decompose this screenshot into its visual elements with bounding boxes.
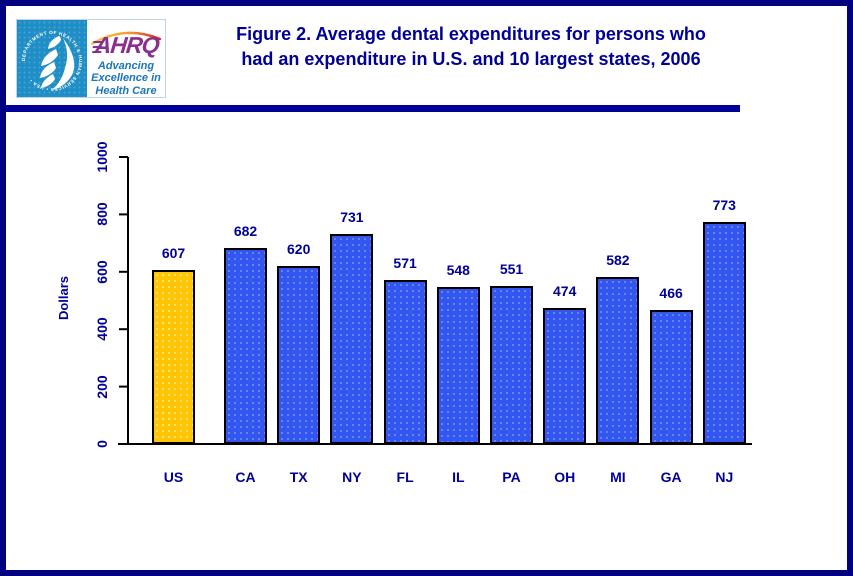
bar-il bbox=[436, 286, 480, 444]
tagline-line: Advancing bbox=[97, 59, 155, 72]
x-axis-tick-label: NY bbox=[342, 469, 362, 485]
bar-pa bbox=[490, 285, 533, 444]
tagline-line: Excellence in bbox=[91, 72, 161, 84]
bar-value-label: 582 bbox=[606, 251, 630, 268]
bar-ca bbox=[224, 248, 267, 444]
x-axis-tick-label: NJ bbox=[715, 469, 734, 485]
bar-value-label: 620 bbox=[287, 241, 311, 258]
figure-title-line-2: had an expenditure in U.S. and 10 larges… bbox=[241, 49, 701, 69]
bar-nj bbox=[702, 222, 746, 444]
bar-ga bbox=[649, 310, 693, 444]
y-axis-tick-label: 600 bbox=[94, 260, 110, 284]
bar-value-label: 551 bbox=[499, 260, 524, 277]
y-axis-tick-label: 200 bbox=[94, 374, 110, 399]
chart-axes bbox=[118, 156, 752, 445]
bar-tx bbox=[277, 266, 321, 444]
y-axis-tick-label: 0 bbox=[94, 440, 110, 448]
x-axis-tick-label: TX bbox=[289, 469, 308, 485]
bar-us bbox=[152, 269, 195, 444]
bar-oh bbox=[543, 307, 587, 444]
x-axis-tick-label: GA bbox=[660, 469, 682, 485]
bar-value-label: 731 bbox=[340, 209, 364, 226]
bar-ny bbox=[330, 234, 374, 444]
y-axis-tick-label: 800 bbox=[94, 202, 110, 227]
bar-value-label: 571 bbox=[393, 255, 417, 272]
x-axis-tick-label: CA bbox=[235, 469, 256, 485]
figure-title-line-1: Figure 2. Average dental expenditures fo… bbox=[236, 24, 706, 44]
bar-value-label: 466 bbox=[659, 285, 683, 302]
ahrq-wordmark-panel: AHRQ Advancing Excellence in Health Care bbox=[87, 20, 165, 97]
bar-value-label: 773 bbox=[712, 197, 736, 214]
tagline-line: Health Care bbox=[95, 84, 157, 97]
hhs-eagle-seal-icon: DEPARTMENT OF HEALTH & HUMAN SERVICES • … bbox=[21, 30, 82, 92]
y-axis-label: Dollars bbox=[56, 275, 71, 321]
bar-mi bbox=[596, 276, 640, 444]
x-axis-tick-label: MI bbox=[610, 469, 626, 485]
y-axis-tick-label: 400 bbox=[94, 317, 110, 341]
x-axis-tick-label: OH bbox=[554, 469, 576, 485]
x-axis-tick-label: IL bbox=[452, 469, 465, 485]
x-axis-tick-label: US bbox=[163, 469, 184, 485]
x-axis-tick-label: PA bbox=[502, 469, 521, 485]
ahrq-tagline: Advancing Excellence in Health Care bbox=[91, 60, 161, 98]
header-divider bbox=[6, 105, 740, 112]
bar-value-label: 548 bbox=[446, 261, 470, 278]
bar-value-label: 682 bbox=[233, 223, 258, 240]
eagle-glyph bbox=[40, 36, 75, 90]
bar-chart: Dollars 0 200 400 600 800 1000 607 US 682 CA 620 TX… bbox=[6, 6, 847, 570]
bar-value-label: 607 bbox=[161, 244, 186, 261]
bar-value-label: 474 bbox=[553, 282, 577, 299]
x-axis-tick-label: FL bbox=[396, 469, 414, 485]
ahrq-hhs-logo: DEPARTMENT OF HEALTH & HUMAN SERVICES • … bbox=[16, 19, 166, 98]
bar-fl bbox=[383, 280, 427, 444]
y-axis-tick-label: 1000 bbox=[94, 141, 110, 173]
hhs-seal-panel: DEPARTMENT OF HEALTH & HUMAN SERVICES • … bbox=[17, 20, 87, 97]
figure-title: Figure 2. Average dental expenditures fo… bbox=[106, 22, 836, 72]
